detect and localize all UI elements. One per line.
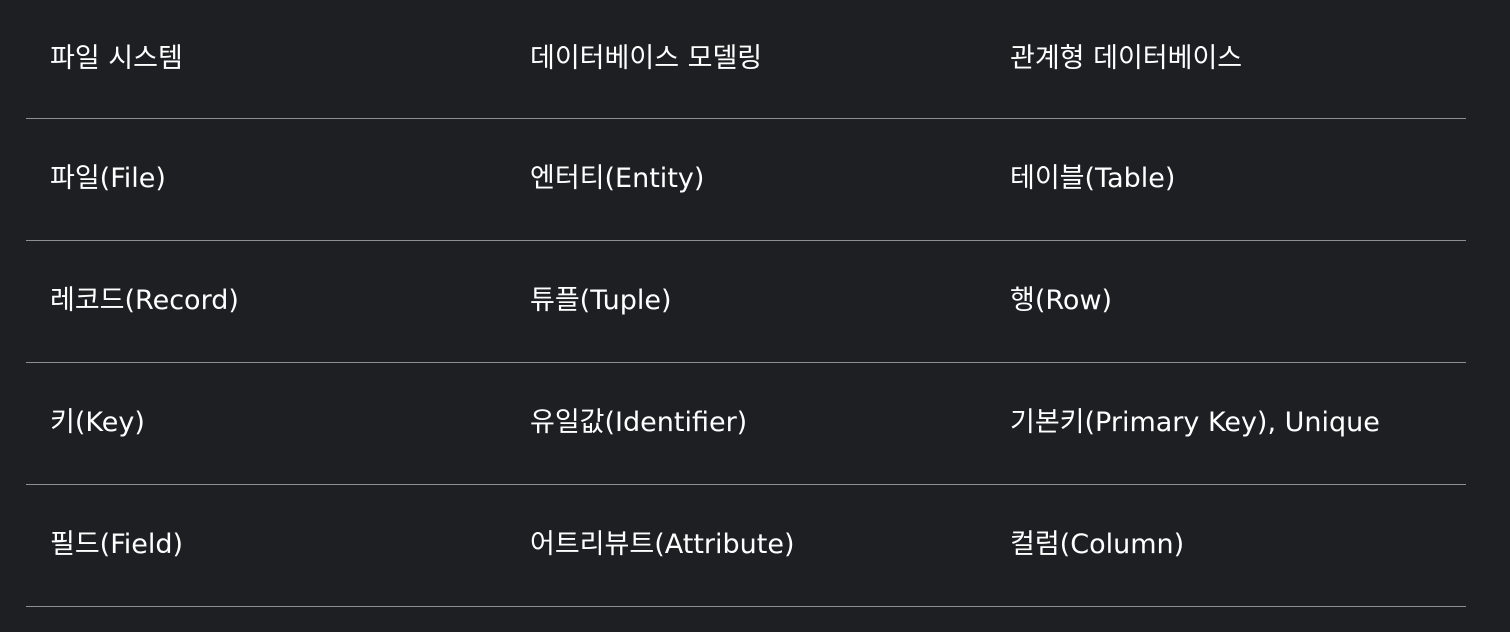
table-row: 키(Key) 유일값(Identifier) 기본키(Primary Key),… xyxy=(26,362,1466,485)
table-row: 필드(Field) 어트리뷰트(Attribute) 컬럼(Column) xyxy=(26,484,1466,607)
terminology-comparison-table: 파일 시스템 데이터베이스 모델링 관계형 데이터베이스 파일(File) 엔터… xyxy=(26,0,1466,607)
table-cell: 파일(File) xyxy=(26,118,506,241)
table-body: 파일(File) 엔터티(Entity) 테이블(Table) 레코드(Reco… xyxy=(26,118,1466,607)
header-row: 파일 시스템 데이터베이스 모델링 관계형 데이터베이스 xyxy=(26,0,1466,119)
table-cell: 행(Row) xyxy=(986,240,1466,363)
table-cell: 엔터티(Entity) xyxy=(506,118,986,241)
table-header: 파일 시스템 데이터베이스 모델링 관계형 데이터베이스 xyxy=(26,0,1466,119)
header-database-modeling: 데이터베이스 모델링 xyxy=(506,0,986,119)
table-cell: 어트리뷰트(Attribute) xyxy=(506,484,986,607)
table-cell: 튜플(Tuple) xyxy=(506,240,986,363)
header-file-system: 파일 시스템 xyxy=(26,0,506,119)
table-cell: 키(Key) xyxy=(26,362,506,485)
table-cell: 컬럼(Column) xyxy=(986,484,1466,607)
table-cell: 테이블(Table) xyxy=(986,118,1466,241)
table-cell: 기본키(Primary Key), Unique xyxy=(986,362,1466,485)
table-row: 레코드(Record) 튜플(Tuple) 행(Row) xyxy=(26,240,1466,363)
table-row: 파일(File) 엔터티(Entity) 테이블(Table) xyxy=(26,118,1466,241)
table-cell: 레코드(Record) xyxy=(26,240,506,363)
table-cell: 필드(Field) xyxy=(26,484,506,607)
header-relational-database: 관계형 데이터베이스 xyxy=(986,0,1466,119)
table-cell: 유일값(Identifier) xyxy=(506,362,986,485)
comparison-table-container: 파일 시스템 데이터베이스 모델링 관계형 데이터베이스 파일(File) 엔터… xyxy=(26,0,1466,607)
